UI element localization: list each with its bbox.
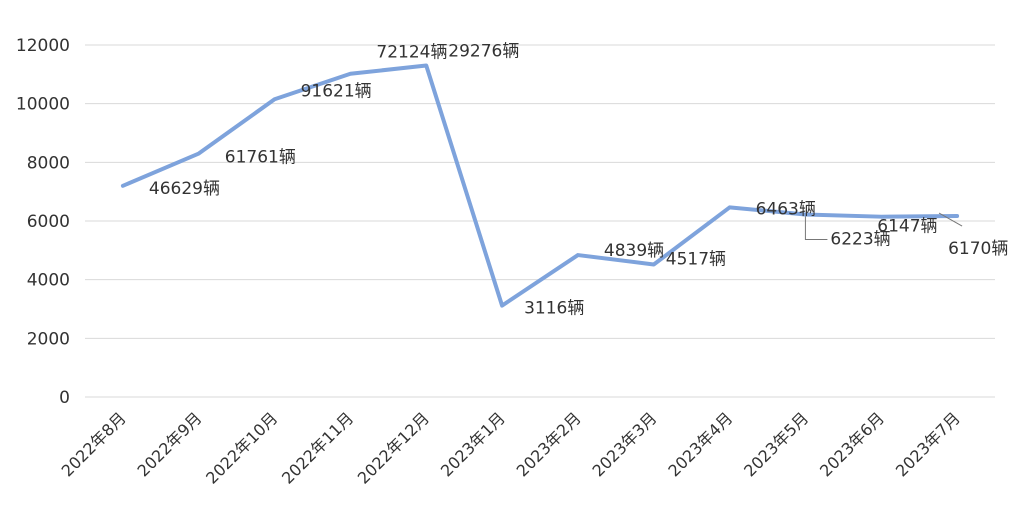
y-tick-label: 8000 — [27, 153, 70, 173]
y-tick-label: 6000 — [27, 212, 70, 232]
data-label: 72124辆 — [376, 43, 447, 63]
data-label: 4517辆 — [666, 250, 726, 270]
y-tick-label: 4000 — [27, 271, 70, 291]
x-tick-label: 2022年12月 — [354, 408, 433, 487]
data-point — [803, 212, 807, 216]
x-tick-label: 2023年4月 — [664, 408, 736, 480]
data-point — [652, 263, 656, 267]
x-tick-label: 2022年8月 — [58, 408, 130, 480]
y-tick-label: 2000 — [27, 329, 70, 349]
x-tick-label: 2023年1月 — [437, 408, 509, 480]
data-point — [728, 205, 732, 209]
data-point — [879, 215, 883, 219]
x-tick-label: 2022年9月 — [134, 408, 206, 480]
data-label: 6170辆 — [948, 239, 1008, 259]
data-label: 91621辆 — [301, 81, 372, 101]
x-tick-label: 2023年2月 — [513, 408, 585, 480]
data-point — [121, 184, 125, 188]
y-tick-label: 10000 — [16, 95, 70, 115]
data-point — [273, 97, 277, 101]
data-label: 6463辆 — [756, 199, 816, 219]
data-point — [348, 72, 352, 76]
data-label: 29276辆 — [448, 42, 519, 62]
label-leader-line — [938, 212, 963, 227]
data-point — [955, 214, 959, 218]
data-label: 46629辆 — [149, 179, 220, 199]
x-tick-label: 2023年6月 — [816, 408, 888, 480]
x-tick-label: 2022年11月 — [278, 408, 357, 487]
data-label: 6223辆 — [830, 229, 890, 249]
series-line — [120, 63, 960, 308]
x-tick-label: 2023年7月 — [892, 408, 964, 480]
y-tick-label: 0 — [59, 388, 70, 408]
data-point — [424, 64, 428, 68]
data-label: 3116辆 — [524, 299, 584, 319]
label-leader-line — [804, 216, 828, 240]
x-tick-label: 2022年10月 — [202, 408, 281, 487]
data-point — [197, 152, 201, 156]
x-tick-label: 2023年5月 — [740, 408, 812, 480]
data-label: 6147辆 — [877, 217, 937, 237]
data-point — [576, 253, 580, 257]
data-label: 4839辆 — [604, 241, 664, 261]
y-tick-label: 12000 — [16, 36, 70, 56]
data-point — [500, 304, 504, 308]
data-label: 61761辆 — [225, 148, 296, 168]
x-tick-label: 2023年3月 — [589, 408, 661, 480]
